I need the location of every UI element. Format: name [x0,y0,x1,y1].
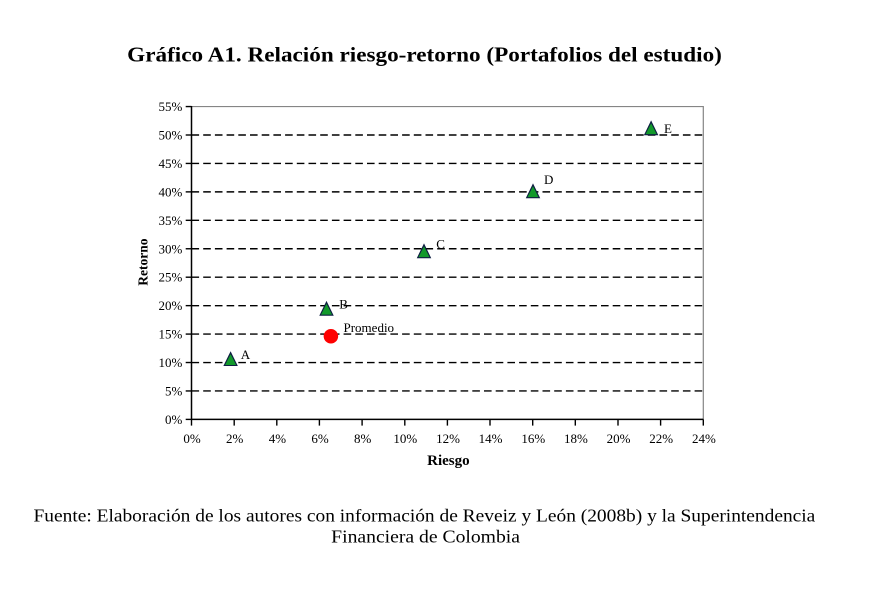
svg-text:30%: 30% [158,241,182,256]
svg-text:4%: 4% [269,431,287,446]
svg-text:5%: 5% [165,384,183,399]
svg-text:22%: 22% [649,431,673,446]
svg-text:45%: 45% [158,156,182,171]
svg-text:50%: 50% [158,128,182,143]
svg-text:10%: 10% [393,431,417,446]
svg-text:B: B [339,297,348,312]
svg-text:24%: 24% [692,431,716,446]
svg-text:Fuente: Elaboración de los aut: Fuente: Elaboración de los autores con i… [34,506,816,527]
svg-text:E: E [664,121,672,136]
svg-text:14%: 14% [479,431,503,446]
svg-text:20%: 20% [158,298,182,313]
svg-text:15%: 15% [158,327,182,342]
svg-text:25%: 25% [158,270,182,285]
svg-text:Gráfico A1. Relación riesgo-re: Gráfico A1. Relación riesgo-retorno (Por… [127,43,722,67]
svg-text:16%: 16% [521,431,545,446]
svg-text:18%: 18% [564,431,588,446]
svg-text:Financiera de Colombia: Financiera de Colombia [331,526,520,546]
svg-text:8%: 8% [354,431,372,446]
svg-text:6%: 6% [311,431,329,446]
svg-text:12%: 12% [436,431,460,446]
svg-text:A: A [241,347,251,362]
svg-text:Promedio: Promedio [344,320,395,335]
svg-text:40%: 40% [158,184,182,199]
svg-text:55%: 55% [158,99,182,114]
svg-text:0%: 0% [165,412,183,427]
svg-text:2%: 2% [226,431,244,446]
svg-text:C: C [436,237,445,252]
svg-text:D: D [544,172,553,187]
svg-text:0%: 0% [183,431,201,446]
svg-text:Riesgo: Riesgo [427,453,470,469]
svg-text:35%: 35% [158,213,182,228]
svg-text:10%: 10% [158,355,182,370]
svg-text:Retorno: Retorno [136,238,151,285]
svg-text:20%: 20% [607,431,631,446]
